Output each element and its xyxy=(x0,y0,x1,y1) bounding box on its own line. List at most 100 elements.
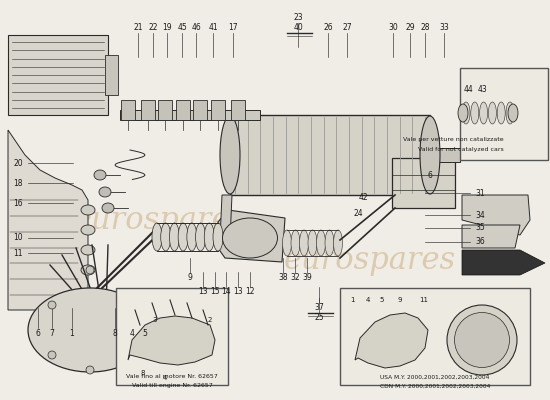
Ellipse shape xyxy=(333,230,343,256)
Text: 21: 21 xyxy=(133,22,143,32)
Text: 9: 9 xyxy=(398,297,402,303)
Text: 12: 12 xyxy=(245,288,255,296)
Text: 1: 1 xyxy=(350,297,354,303)
Ellipse shape xyxy=(81,225,95,235)
Text: 23: 23 xyxy=(293,12,303,22)
Text: 30: 30 xyxy=(388,22,398,32)
Text: 18: 18 xyxy=(13,178,23,188)
Text: 1: 1 xyxy=(70,328,74,338)
Text: 45: 45 xyxy=(177,22,187,32)
Polygon shape xyxy=(105,55,118,95)
Ellipse shape xyxy=(204,223,215,251)
Text: 29: 29 xyxy=(405,22,415,32)
Bar xyxy=(158,100,172,120)
Text: 22: 22 xyxy=(148,22,158,32)
Text: 3: 3 xyxy=(153,317,157,323)
Ellipse shape xyxy=(300,230,309,256)
Ellipse shape xyxy=(86,366,94,374)
Text: 5: 5 xyxy=(142,328,147,338)
Ellipse shape xyxy=(196,223,206,251)
Ellipse shape xyxy=(447,305,517,375)
Ellipse shape xyxy=(169,223,179,251)
Ellipse shape xyxy=(48,301,56,309)
Ellipse shape xyxy=(316,230,326,256)
Polygon shape xyxy=(128,316,215,365)
Ellipse shape xyxy=(28,288,152,372)
Text: 19: 19 xyxy=(162,22,172,32)
Ellipse shape xyxy=(480,102,488,124)
Ellipse shape xyxy=(506,102,514,124)
Bar xyxy=(340,288,530,385)
Ellipse shape xyxy=(128,301,136,309)
Polygon shape xyxy=(218,210,285,262)
Ellipse shape xyxy=(178,223,188,251)
Bar xyxy=(460,68,548,160)
Text: 44: 44 xyxy=(463,86,473,94)
Text: 15: 15 xyxy=(210,288,220,296)
Bar xyxy=(120,110,260,120)
Ellipse shape xyxy=(488,102,497,124)
Text: 9: 9 xyxy=(188,274,192,282)
Ellipse shape xyxy=(30,290,150,370)
Ellipse shape xyxy=(86,266,94,274)
Text: USA M.Y. 2000,2001,2002,2003,2004: USA M.Y. 2000,2001,2002,2003,2004 xyxy=(380,374,490,380)
Text: 46: 46 xyxy=(191,22,201,32)
Text: 7: 7 xyxy=(50,328,54,338)
Text: Valid till engine Nr. 62657: Valid till engine Nr. 62657 xyxy=(131,384,212,388)
Polygon shape xyxy=(462,195,530,235)
Ellipse shape xyxy=(81,205,95,215)
Text: 8: 8 xyxy=(141,370,145,376)
Bar xyxy=(176,100,190,120)
Text: 11: 11 xyxy=(13,248,23,258)
Text: 33: 33 xyxy=(439,22,449,32)
Bar xyxy=(211,100,225,120)
Text: 26: 26 xyxy=(323,22,333,32)
Text: 34: 34 xyxy=(475,210,485,220)
Text: 6: 6 xyxy=(36,328,41,338)
Text: 41: 41 xyxy=(208,22,218,32)
Text: 5: 5 xyxy=(380,297,384,303)
Text: 16: 16 xyxy=(13,198,23,208)
Ellipse shape xyxy=(152,223,162,251)
Text: 20: 20 xyxy=(13,158,23,168)
Polygon shape xyxy=(462,225,520,248)
Ellipse shape xyxy=(308,230,317,256)
Text: 4: 4 xyxy=(366,297,370,303)
Ellipse shape xyxy=(471,102,479,124)
Text: 31: 31 xyxy=(475,188,485,198)
Text: 6: 6 xyxy=(427,170,432,180)
Polygon shape xyxy=(430,148,460,162)
Ellipse shape xyxy=(462,102,470,124)
Text: 36: 36 xyxy=(475,238,485,246)
Text: 11: 11 xyxy=(420,297,428,303)
Bar xyxy=(392,158,455,208)
Ellipse shape xyxy=(223,218,278,258)
Text: Vale fino al motore Nr. 62657: Vale fino al motore Nr. 62657 xyxy=(126,374,218,380)
Text: 13: 13 xyxy=(233,288,243,296)
Bar xyxy=(193,100,207,120)
Ellipse shape xyxy=(220,116,240,194)
Text: 37: 37 xyxy=(314,302,324,312)
Text: 32: 32 xyxy=(290,274,300,282)
Text: 14: 14 xyxy=(221,288,231,296)
Text: 24: 24 xyxy=(353,208,363,218)
Ellipse shape xyxy=(81,265,95,275)
Ellipse shape xyxy=(213,223,223,251)
Ellipse shape xyxy=(508,104,518,122)
Text: 8: 8 xyxy=(113,328,117,338)
Ellipse shape xyxy=(48,351,56,359)
Text: 35: 35 xyxy=(475,224,485,232)
Ellipse shape xyxy=(124,356,132,364)
Text: 43: 43 xyxy=(477,86,487,94)
Ellipse shape xyxy=(325,230,334,256)
Polygon shape xyxy=(355,313,428,368)
Text: 13: 13 xyxy=(198,288,208,296)
Text: 4: 4 xyxy=(163,375,167,381)
Text: Valid for not catalyzed cars: Valid for not catalyzed cars xyxy=(418,148,504,152)
Ellipse shape xyxy=(420,116,440,194)
Text: Vale per vetture non catalizzate: Vale per vetture non catalizzate xyxy=(403,138,504,142)
Polygon shape xyxy=(220,195,232,240)
Bar xyxy=(116,288,228,385)
Polygon shape xyxy=(462,250,545,275)
Text: 27: 27 xyxy=(342,22,352,32)
